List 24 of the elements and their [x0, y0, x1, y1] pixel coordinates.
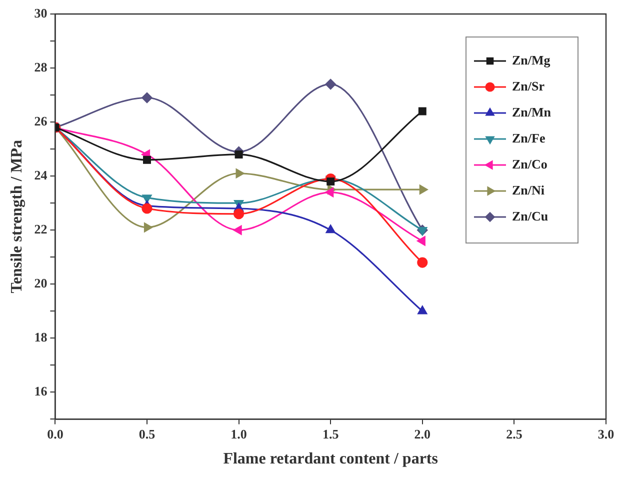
- y-tick-label: 30: [34, 5, 48, 20]
- x-tick-label: 1.5: [322, 426, 340, 442]
- x-tick-label: 0.0: [47, 426, 64, 442]
- y-tick-label: 26: [34, 113, 48, 128]
- legend-label: Zn/Cu: [512, 208, 548, 224]
- legend-label: Zn/Fe: [512, 130, 546, 146]
- y-tick-label: 24: [34, 167, 48, 182]
- legend-label: Zn/Ni: [512, 182, 545, 198]
- x-axis-title: Flame retardant content / parts: [223, 450, 438, 468]
- legend-label: Zn/Co: [512, 156, 548, 172]
- legend-label: Zn/Sr: [512, 78, 545, 94]
- x-tick-label: 2.0: [414, 426, 431, 442]
- legend-label: Zn/Mn: [512, 104, 552, 120]
- x-tick-label: 1.0: [230, 426, 247, 442]
- y-tick-label: 28: [34, 59, 48, 74]
- y-tick-label: 18: [34, 330, 48, 345]
- x-tick-label: 3.0: [598, 426, 614, 442]
- y-axis-title: Tensile strength / MPa: [8, 140, 26, 294]
- y-tick-label: 16: [34, 384, 48, 399]
- legend-label: Zn/Mg: [512, 52, 551, 68]
- y-tick-label: 20: [34, 275, 48, 290]
- x-tick-label: 2.5: [506, 426, 523, 442]
- y-tick-label: 22: [34, 221, 48, 236]
- x-tick-label: 0.5: [138, 426, 156, 442]
